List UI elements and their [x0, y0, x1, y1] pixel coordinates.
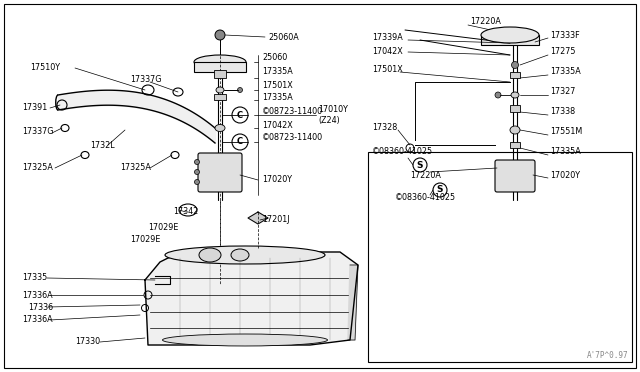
Circle shape [195, 170, 200, 174]
Circle shape [215, 30, 225, 40]
Ellipse shape [215, 125, 225, 131]
Text: 17328: 17328 [372, 124, 397, 132]
Bar [194, 62, 246, 72]
Ellipse shape [510, 126, 520, 134]
Ellipse shape [199, 248, 221, 262]
Text: 25060A: 25060A [268, 32, 299, 42]
Text: 17335A: 17335A [262, 67, 292, 77]
Circle shape [195, 160, 200, 164]
Ellipse shape [216, 87, 224, 93]
Bar [368, 152, 632, 362]
Bar [214, 70, 226, 78]
Text: ©08723-11400: ©08723-11400 [262, 134, 323, 142]
Text: ©08360-41025: ©08360-41025 [395, 193, 456, 202]
Text: S: S [417, 160, 423, 170]
Text: 17335: 17335 [22, 273, 47, 282]
Text: 17335A: 17335A [550, 148, 580, 157]
Text: 17337G: 17337G [130, 76, 161, 84]
Text: 17330: 17330 [75, 337, 100, 346]
Text: 25060: 25060 [262, 52, 287, 61]
Text: 17336A: 17336A [22, 291, 52, 299]
Text: 17336: 17336 [28, 302, 53, 311]
Text: C: C [237, 138, 243, 147]
Text: 17338: 17338 [550, 108, 575, 116]
Bar [214, 94, 226, 100]
Text: 17501X: 17501X [372, 65, 403, 74]
Text: 17042X: 17042X [262, 121, 292, 129]
Ellipse shape [163, 334, 328, 346]
Text: 17325A: 17325A [22, 164, 53, 173]
Text: 17020Y: 17020Y [262, 176, 292, 185]
Text: 17510Y: 17510Y [30, 64, 60, 73]
Ellipse shape [194, 55, 246, 69]
Ellipse shape [511, 92, 519, 98]
Polygon shape [348, 265, 358, 340]
Circle shape [511, 61, 518, 68]
Circle shape [237, 87, 243, 93]
Text: 17335A: 17335A [262, 93, 292, 103]
Ellipse shape [165, 246, 325, 264]
Text: 17391: 17391 [22, 103, 47, 112]
Bar [481, 35, 539, 45]
Text: 17220A: 17220A [470, 17, 501, 26]
Text: 17201J: 17201J [262, 215, 289, 224]
Text: 17333F: 17333F [550, 31, 580, 39]
Circle shape [495, 92, 501, 98]
Text: 17020Y: 17020Y [550, 170, 580, 180]
FancyBboxPatch shape [198, 153, 242, 192]
Text: S: S [436, 186, 444, 195]
Text: 17336A: 17336A [22, 315, 52, 324]
Text: 17337G: 17337G [22, 128, 54, 137]
Text: 17275: 17275 [550, 48, 575, 57]
FancyBboxPatch shape [495, 160, 535, 192]
Text: 1732L: 1732L [90, 141, 115, 150]
Text: 17342: 17342 [173, 208, 198, 217]
Text: 17339A: 17339A [372, 33, 403, 42]
Bar [510, 142, 520, 148]
Bar [510, 72, 520, 78]
Text: ©08723-11400: ©08723-11400 [262, 108, 323, 116]
Text: 17327: 17327 [550, 87, 575, 96]
Text: 17220A: 17220A [410, 170, 441, 180]
Polygon shape [248, 212, 268, 224]
Text: 17042X: 17042X [372, 48, 403, 57]
Text: ©08360-41025: ©08360-41025 [372, 148, 433, 157]
Circle shape [195, 180, 200, 185]
Polygon shape [145, 252, 358, 345]
Ellipse shape [231, 249, 249, 261]
Text: 17010Y
(Z24): 17010Y (Z24) [318, 105, 348, 125]
Text: C: C [237, 110, 243, 119]
Text: 17325A: 17325A [120, 164, 151, 173]
Text: A'7P^0.97: A'7P^0.97 [586, 351, 628, 360]
Text: 17335A: 17335A [550, 67, 580, 77]
Ellipse shape [481, 27, 539, 43]
Bar [510, 105, 520, 112]
Text: 17501X: 17501X [262, 80, 292, 90]
Text: 17029E: 17029E [148, 224, 179, 232]
Text: 17029E: 17029E [130, 235, 161, 244]
Text: 17551M: 17551M [550, 128, 582, 137]
